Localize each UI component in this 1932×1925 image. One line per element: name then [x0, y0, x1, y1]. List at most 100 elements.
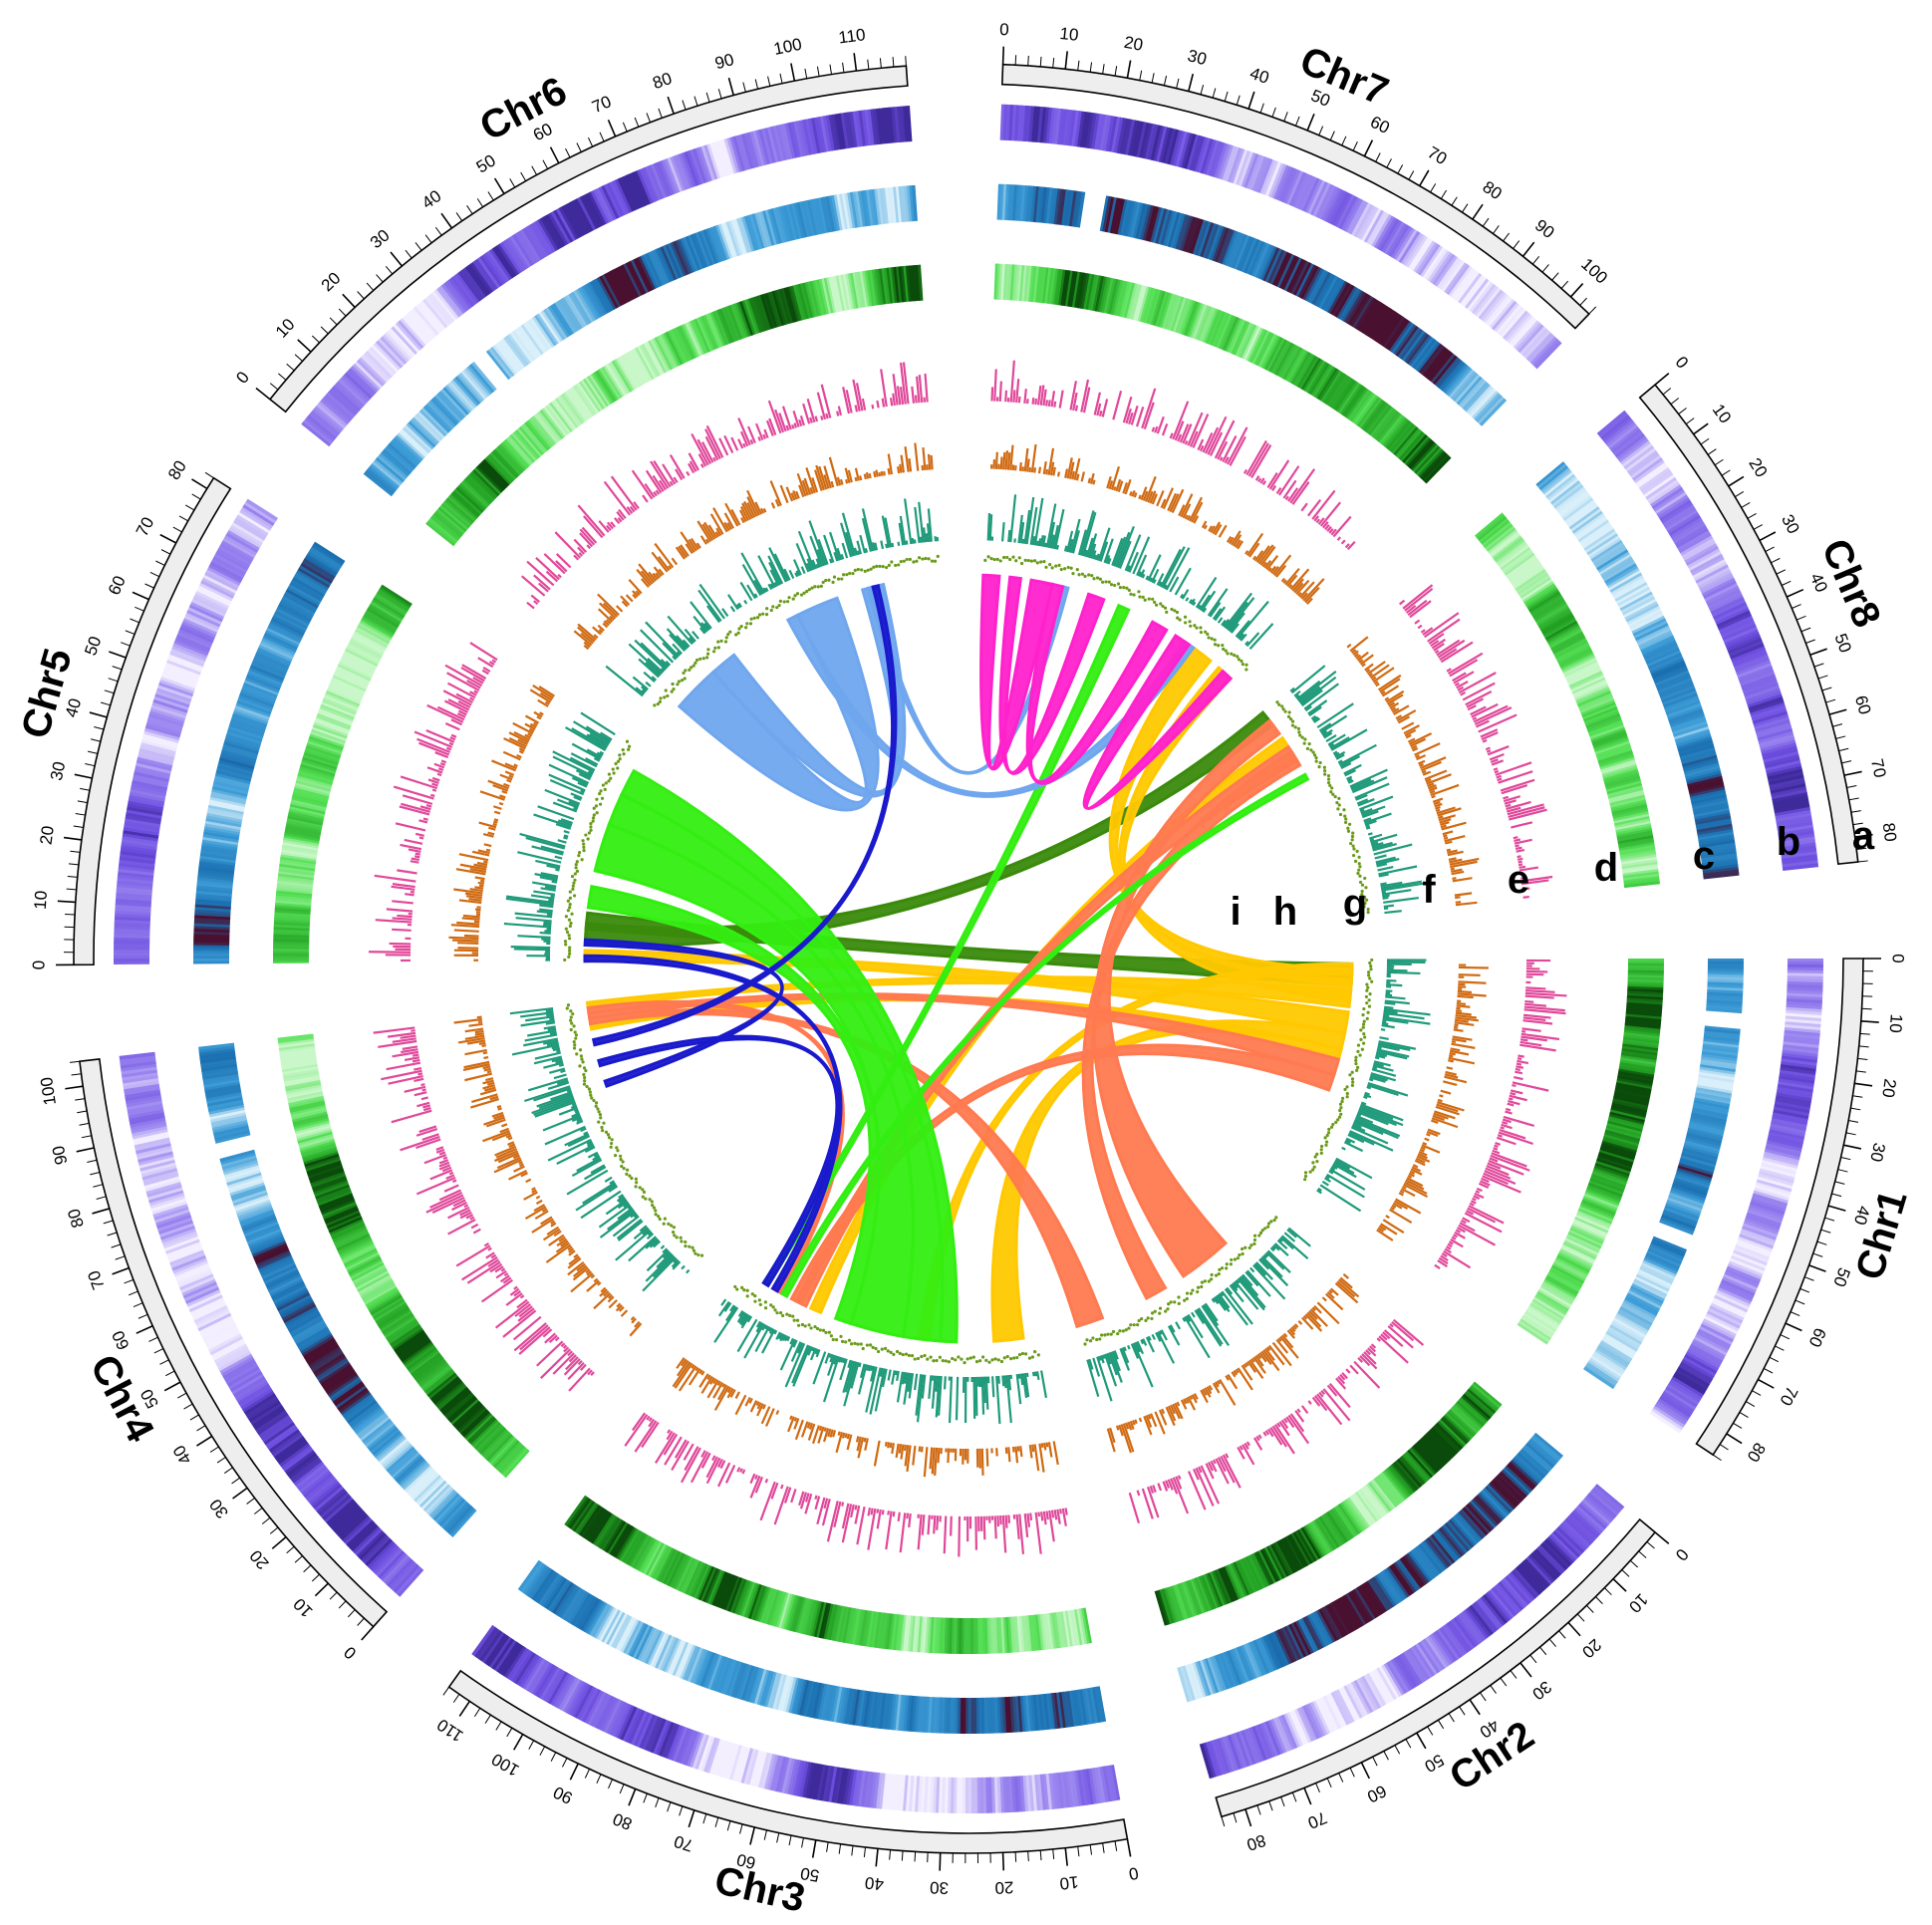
tick-mark	[1077, 60, 1080, 71]
heatmap-cell	[678, 152, 694, 188]
heatmap-cell	[130, 1117, 166, 1128]
heatmap-cell	[356, 1529, 385, 1558]
tick-mark	[1247, 91, 1255, 110]
heatmap-cell	[581, 1688, 602, 1723]
heatmap-cell	[498, 1642, 522, 1675]
heatmap-cell	[165, 662, 201, 679]
heatmap-cell	[144, 1178, 181, 1192]
tick-label: 10	[290, 1594, 317, 1621]
heatmap-cell	[633, 1712, 651, 1747]
heatmap-cell	[846, 112, 856, 148]
tick-mark	[1603, 1587, 1612, 1596]
heatmap-cell	[1380, 1664, 1402, 1698]
heatmap-cell	[1245, 1728, 1261, 1764]
tick-mark	[826, 1841, 829, 1852]
heatmap-track-b	[114, 104, 1823, 1813]
tick-mark	[1827, 1205, 1846, 1212]
heatmap-cell	[578, 1687, 599, 1722]
heatmap-cell	[1036, 107, 1044, 143]
heatmap-cell	[837, 113, 847, 149]
heatmap-cell	[330, 387, 360, 414]
tick-mark	[619, 1784, 625, 1794]
heatmap-cell	[1561, 1519, 1591, 1548]
heatmap-cell	[737, 134, 752, 170]
heatmap-cell	[628, 172, 647, 207]
heatmap-cell	[557, 1676, 579, 1711]
heatmap-cell	[235, 1380, 269, 1403]
heatmap-cell	[123, 1077, 159, 1087]
heatmap-cell	[675, 1727, 690, 1764]
heatmap-cell	[280, 1445, 312, 1470]
tick-mark	[1739, 1412, 1749, 1418]
heatmap-cell	[471, 1624, 496, 1657]
heatmap-cell	[1232, 1733, 1247, 1769]
heatmap-cell	[900, 106, 907, 142]
heatmap-cell	[1671, 1376, 1704, 1398]
heatmap-cell	[1383, 1663, 1405, 1696]
tick-mark	[1763, 1368, 1774, 1374]
heatmap-cell	[348, 1521, 377, 1549]
heatmap-cell	[706, 143, 721, 179]
heatmap-cell	[587, 191, 608, 226]
tick-mark	[1280, 1796, 1285, 1807]
heatmap-cell	[1733, 1246, 1769, 1264]
tick-mark	[1102, 1842, 1105, 1853]
heatmap-cell	[1569, 1512, 1599, 1539]
tick-mark	[1654, 372, 1670, 386]
tick-mark	[1408, 170, 1415, 180]
heatmap-cell	[212, 555, 247, 576]
heatmap-cell	[676, 153, 691, 189]
tick-mark	[133, 1302, 143, 1308]
heatmap-cell	[346, 369, 376, 398]
heatmap-cell	[1746, 1212, 1782, 1228]
heatmap-cell	[173, 1259, 208, 1277]
heatmap-cell	[1678, 1363, 1712, 1386]
heatmap-cell	[339, 1512, 369, 1540]
tick-mark	[112, 666, 123, 671]
heatmap-cell	[1329, 1691, 1350, 1726]
heatmap-cell	[186, 609, 221, 628]
heatmap-cell	[148, 712, 184, 727]
heatmap-cell	[116, 892, 152, 899]
tick-mark	[376, 274, 384, 283]
heatmap-cell	[450, 276, 475, 307]
tick-mark	[754, 79, 759, 90]
heatmap-cell	[1520, 1560, 1548, 1590]
heatmap-cell	[308, 1479, 339, 1505]
tick-mark	[455, 212, 463, 221]
heatmap-cell	[783, 1758, 795, 1794]
heatmap-cell	[452, 274, 478, 306]
tick-mark	[1662, 388, 1672, 396]
heatmap-cell	[384, 331, 413, 361]
heatmap-cell	[658, 1721, 675, 1757]
tick-mark	[853, 53, 858, 72]
heatmap-cell	[1522, 1558, 1550, 1588]
tick-mark	[1513, 240, 1520, 249]
heatmap-cell	[764, 127, 777, 163]
tick-mark	[347, 1609, 356, 1618]
heatmap-cell	[209, 560, 244, 581]
heatmap-cell	[114, 955, 150, 959]
heatmap-cell	[367, 348, 396, 377]
tick-mark	[125, 630, 136, 635]
tick-mark	[1753, 524, 1764, 530]
heatmap-cell	[1084, 1769, 1094, 1805]
heatmap-cell	[361, 354, 390, 383]
heatmap-cell	[215, 550, 249, 571]
heatmap-cell	[565, 1680, 586, 1715]
heatmap-cell	[716, 1741, 731, 1778]
heatmap-cell	[1705, 1313, 1740, 1332]
tick-mark	[185, 504, 195, 511]
heatmap-cell	[854, 1770, 863, 1806]
heatmap-cell	[609, 180, 628, 216]
heatmap-cell	[151, 1200, 187, 1215]
heatmap-cell	[373, 1545, 402, 1575]
heatmap-cell	[1709, 1305, 1744, 1324]
tick-mark	[66, 888, 77, 891]
tick-mark	[1326, 1778, 1332, 1788]
tick-mark	[838, 1843, 842, 1854]
heatmap-cell	[1706, 1310, 1741, 1330]
heatmap-cell	[362, 1535, 391, 1564]
heatmap-cell	[1681, 1358, 1715, 1380]
tick-mark	[1831, 1193, 1842, 1198]
